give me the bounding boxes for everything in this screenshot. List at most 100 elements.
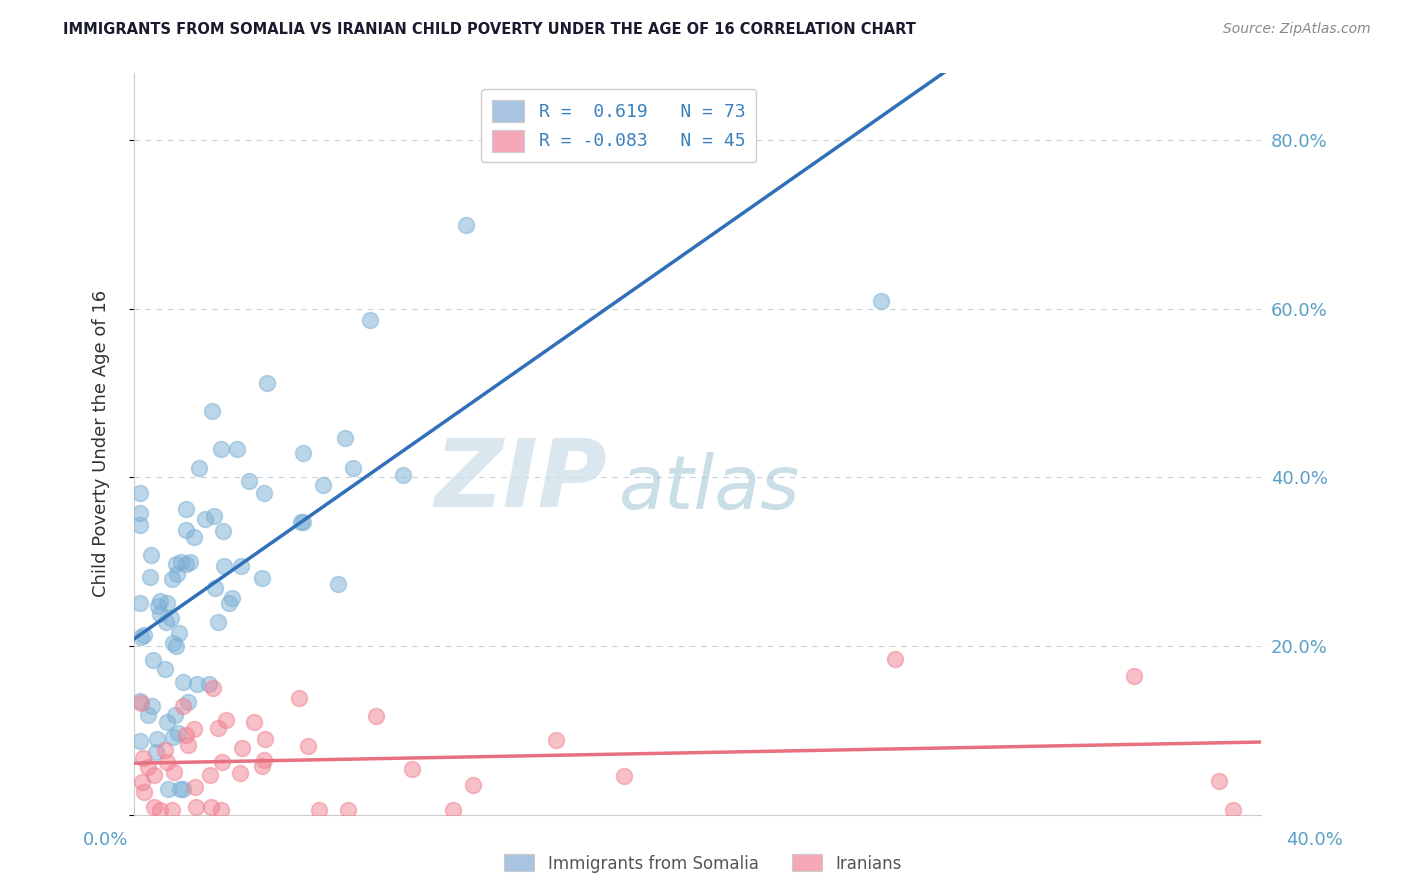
Point — [290, 515, 312, 529]
Point — [292, 445, 315, 459]
Point — [359, 313, 381, 327]
Point — [198, 677, 221, 691]
Y-axis label: Child Poverty Under the Age of 16: Child Poverty Under the Age of 16 — [93, 290, 110, 598]
Point — [200, 799, 222, 814]
Point — [328, 577, 350, 591]
Point — [153, 662, 176, 676]
Point — [170, 555, 193, 569]
Point — [128, 734, 150, 748]
Point — [128, 694, 150, 708]
Point — [129, 696, 152, 710]
Point — [132, 751, 155, 765]
Point — [162, 730, 184, 744]
Point — [183, 722, 205, 736]
Point — [869, 293, 891, 308]
Point — [215, 713, 238, 727]
Point — [156, 782, 179, 797]
Point — [209, 442, 232, 457]
Point — [297, 739, 319, 753]
Point — [456, 218, 478, 232]
Text: 0.0%: 0.0% — [83, 831, 128, 849]
Point — [149, 594, 172, 608]
Point — [212, 524, 235, 538]
Text: ZIP: ZIP — [434, 434, 607, 527]
Text: 40.0%: 40.0% — [1286, 831, 1343, 849]
Point — [172, 782, 194, 797]
Point — [156, 714, 179, 729]
Point — [253, 753, 276, 767]
Point — [336, 803, 359, 817]
Point — [136, 707, 159, 722]
Point — [160, 572, 183, 586]
Point — [183, 530, 205, 544]
Point — [139, 548, 162, 562]
Point — [288, 690, 311, 705]
Point — [149, 607, 172, 621]
Point — [391, 468, 413, 483]
Point — [169, 782, 191, 797]
Text: IMMIGRANTS FROM SOMALIA VS IRANIAN CHILD POVERTY UNDER THE AGE OF 16 CORRELATION: IMMIGRANTS FROM SOMALIA VS IRANIAN CHILD… — [63, 22, 917, 37]
Point — [160, 611, 183, 625]
Point — [250, 759, 273, 773]
Point — [145, 732, 167, 747]
Point — [202, 508, 225, 523]
Point — [229, 765, 252, 780]
Point — [128, 485, 150, 500]
Point — [143, 800, 166, 814]
Point — [153, 743, 176, 757]
Point — [146, 599, 169, 613]
Point — [231, 740, 253, 755]
Point — [207, 615, 229, 630]
Point — [156, 755, 179, 769]
Point — [132, 785, 155, 799]
Point — [174, 502, 197, 516]
Point — [186, 677, 208, 691]
Point — [256, 376, 278, 391]
Point — [364, 709, 387, 723]
Point — [163, 764, 186, 779]
Point — [218, 596, 240, 610]
Point — [214, 559, 236, 574]
Point — [1123, 668, 1146, 682]
Point — [149, 803, 172, 817]
Point — [184, 799, 207, 814]
Text: Source: ZipAtlas.com: Source: ZipAtlas.com — [1223, 22, 1371, 37]
Point — [165, 557, 187, 571]
Point — [226, 442, 249, 456]
Point — [253, 731, 276, 746]
Point — [163, 708, 186, 723]
Point — [441, 803, 464, 817]
Point — [136, 760, 159, 774]
Point — [172, 675, 194, 690]
Point — [128, 518, 150, 533]
Point — [1208, 773, 1230, 788]
Point — [883, 651, 905, 665]
Point — [174, 728, 197, 742]
Point — [167, 626, 190, 640]
Point — [308, 803, 330, 817]
Point — [229, 559, 252, 574]
Point — [221, 591, 243, 605]
Point — [172, 698, 194, 713]
Point — [243, 715, 266, 730]
Point — [142, 653, 165, 667]
Point — [463, 778, 485, 792]
Point — [128, 596, 150, 610]
Point — [184, 780, 207, 794]
Point — [613, 769, 636, 783]
Point — [145, 746, 167, 760]
Point — [160, 803, 183, 817]
Point — [253, 486, 276, 500]
Legend: R =  0.619   N = 73, R = -0.083   N = 45: R = 0.619 N = 73, R = -0.083 N = 45 — [481, 89, 756, 162]
Point — [129, 630, 152, 644]
Point — [155, 615, 177, 629]
Point — [250, 571, 273, 585]
Point — [142, 768, 165, 782]
Point — [201, 404, 224, 418]
Text: atlas: atlas — [619, 452, 800, 524]
Point — [166, 566, 188, 581]
Point — [131, 775, 153, 789]
Point — [342, 460, 364, 475]
Point — [209, 803, 232, 817]
Point — [333, 431, 356, 445]
